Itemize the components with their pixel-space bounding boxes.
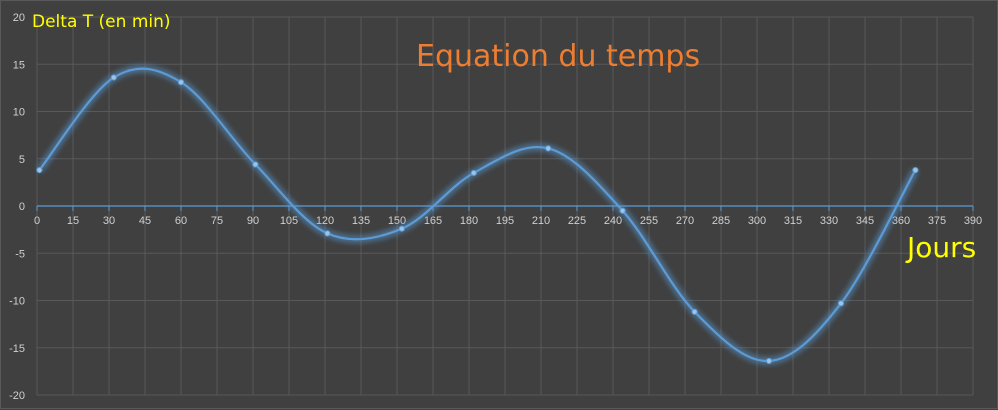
- x-tick-label: 0: [34, 215, 40, 227]
- x-tick-label: 150: [388, 215, 406, 227]
- data-point: [470, 169, 477, 177]
- data-point: [545, 145, 552, 152]
- x-tick-label: 390: [964, 215, 982, 227]
- data-point: [252, 161, 259, 168]
- y-tick-label: -10: [9, 296, 25, 308]
- x-tick-label: 225: [568, 215, 586, 227]
- data-point: [619, 207, 626, 214]
- chart-title: Equation du temps: [416, 39, 701, 74]
- x-axis-title: Jours: [907, 231, 977, 264]
- x-tick-label: 75: [211, 215, 223, 227]
- data-point: [177, 79, 185, 86]
- x-tick-label: 210: [532, 215, 550, 227]
- data-point: [837, 300, 845, 307]
- data-point: [691, 308, 698, 315]
- y-tick-label: 20: [13, 12, 25, 24]
- x-tick-label: 300: [748, 215, 766, 227]
- x-tick-label: 90: [247, 215, 259, 227]
- data-point: [324, 230, 331, 237]
- data-point: [765, 357, 773, 365]
- x-tick-label: 120: [316, 215, 334, 227]
- x-tick-label: 240: [604, 215, 622, 227]
- y-axis-title: Delta T (en min): [32, 12, 171, 32]
- data-point: [912, 166, 919, 174]
- x-tick-label: 315: [784, 215, 802, 227]
- x-tick-label: 360: [892, 215, 910, 227]
- x-tick-label: 270: [676, 215, 694, 227]
- x-tick-label: 375: [928, 215, 946, 227]
- x-tick-label: 180: [460, 215, 478, 227]
- x-tick-label: 15: [67, 215, 79, 227]
- data-point: [398, 225, 405, 232]
- x-tick-label: 330: [820, 215, 838, 227]
- y-tick-label: 5: [19, 154, 25, 166]
- x-tick-label: 285: [712, 215, 730, 227]
- data-point: [36, 166, 43, 174]
- x-tick-label: 345: [856, 215, 874, 227]
- y-tick-label: -20: [9, 390, 25, 402]
- y-tick-label: 10: [13, 107, 25, 119]
- x-tick-label: 255: [640, 215, 658, 227]
- x-tick-label: 60: [175, 215, 187, 227]
- axes: [36, 205, 974, 211]
- x-tick-label: 135: [352, 215, 370, 227]
- x-tick-label: 165: [424, 215, 442, 227]
- data-point: [110, 74, 117, 81]
- tick-labels: 0 15 30 45 60 75 90 105 120 135 150 165 180 195 210 225…: [9, 12, 982, 402]
- x-tick-label: 105: [280, 215, 298, 227]
- x-tick-label: 30: [103, 215, 115, 227]
- y-tick-label: 15: [13, 59, 25, 71]
- y-tick-label: -15: [9, 343, 25, 355]
- y-tick-label: 0: [19, 201, 25, 213]
- x-tick-label: 195: [496, 215, 514, 227]
- series-layer: [36, 67, 919, 365]
- x-tick-label: 45: [139, 215, 151, 227]
- y-tick-label: -5: [15, 248, 25, 260]
